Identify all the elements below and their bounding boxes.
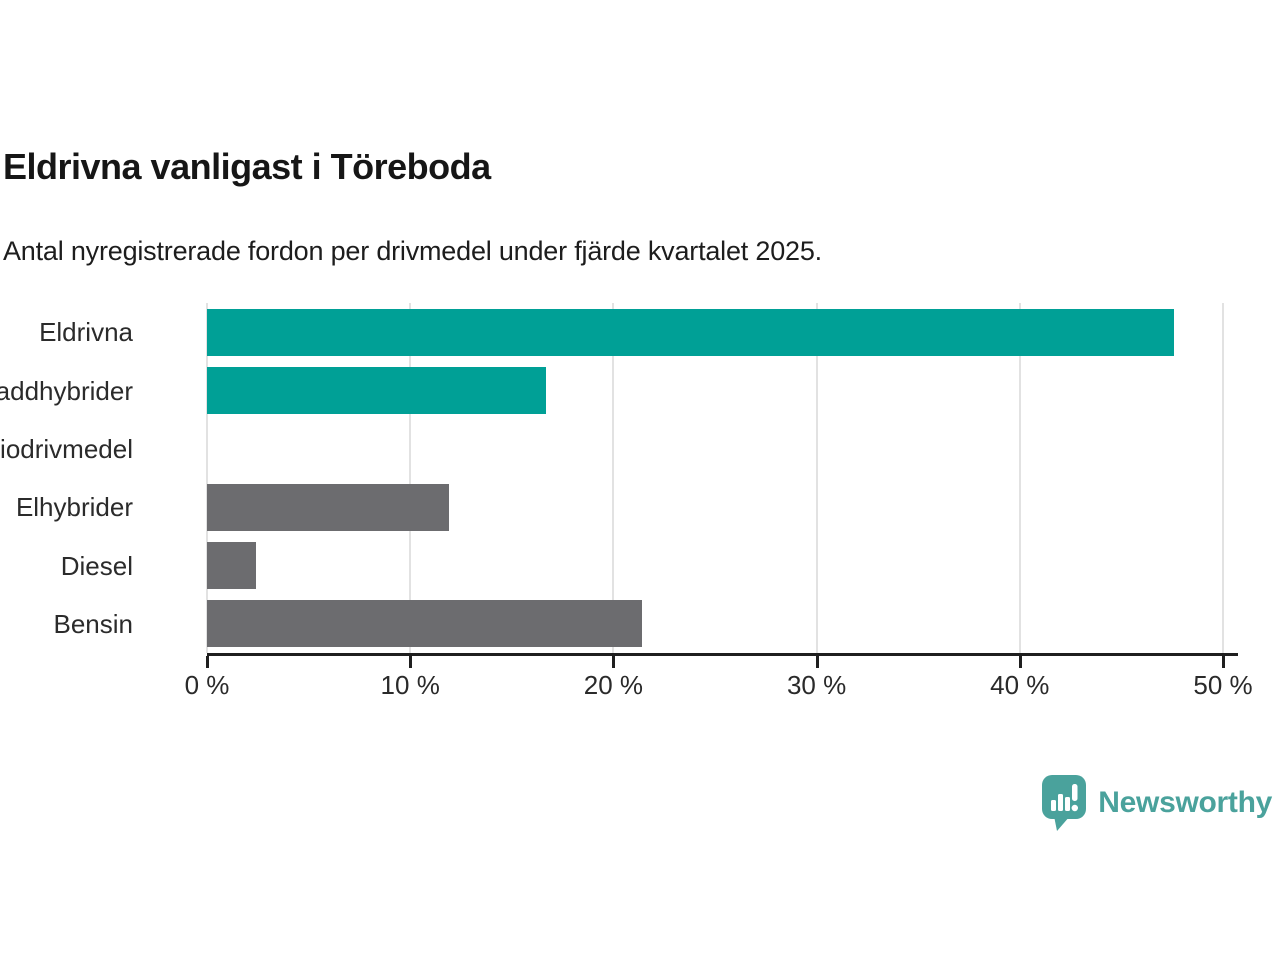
x-tick-label-30: 30 % [786, 670, 847, 700]
x-tick-20 [612, 656, 616, 668]
category-label-biodrivmedel: Biodrivmedel [0, 433, 133, 464]
chart-title: Eldrivna vanligast i Töreboda [3, 146, 491, 187]
plot-area: Eldrivna Laddhybrider Biodrivmedel Elhybrid… [0, 303, 1224, 653]
bar-laddhybrider [207, 367, 547, 414]
x-tick-50 [1222, 656, 1225, 668]
gridline-10 [409, 303, 412, 653]
gridline-30 [815, 303, 818, 653]
x-tick-label-0: 0 % [184, 670, 230, 700]
category-label-diesel: Diesel [60, 550, 133, 581]
x-tick-30 [815, 656, 819, 668]
category-label-eldrivna: Eldrivna [39, 317, 133, 348]
x-tick-10 [409, 656, 413, 668]
x-tick-40 [1018, 656, 1022, 668]
newsworthy-logo: Newsworthy [1041, 775, 1272, 831]
newsworthy-wordmark: Newsworthy [1098, 786, 1272, 819]
gridline-40 [1018, 303, 1021, 653]
category-label-laddhybrider: Laddhybrider [0, 375, 133, 406]
category-label-bensin: Bensin [53, 608, 134, 639]
x-tick-label-10: 10 % [380, 670, 440, 700]
x-tick-label-50: 50 % [1193, 670, 1253, 700]
gridline-50 [1222, 303, 1224, 653]
x-tick-label-40: 40 % [990, 670, 1050, 700]
x-axis-line [207, 653, 1238, 656]
gridline-0 [206, 303, 208, 653]
bar-bensin [207, 600, 642, 648]
gridline-20 [612, 303, 615, 653]
x-tick-0 [206, 656, 209, 668]
bar-eldrivna [207, 308, 1175, 356]
bar-diesel [207, 542, 256, 589]
category-label-elhybrider: Elhybrider [15, 492, 133, 523]
chart-subtitle: Antal nyregistrerade fordon per drivmede… [3, 236, 822, 266]
newsworthy-bubble-icon [1042, 775, 1087, 831]
bar-elhybrider [207, 483, 449, 531]
x-tick-label-20: 20 % [583, 670, 644, 700]
